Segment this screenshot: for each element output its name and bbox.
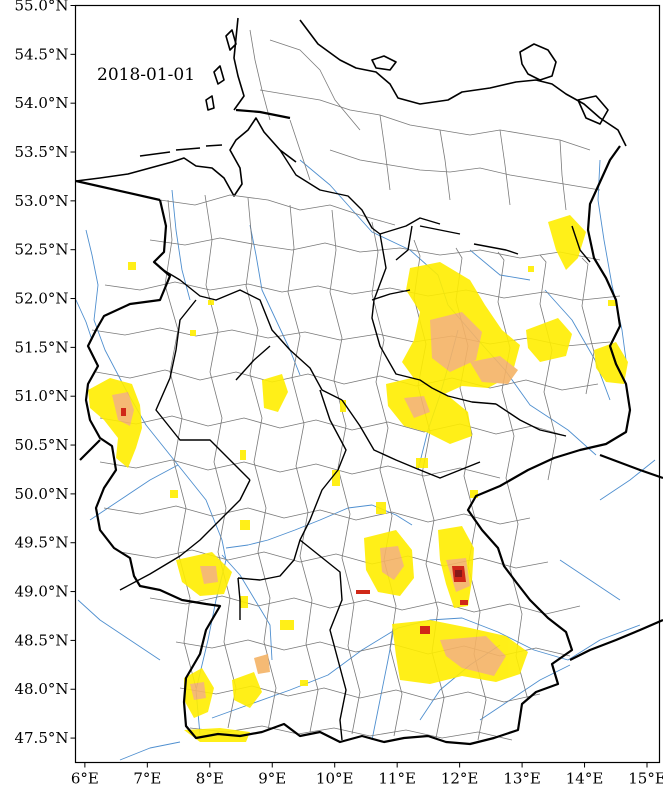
east-frisian-islands: [139, 144, 223, 157]
longitude-ticks: 6°E 7°E 8°E 9°E 10°E 11°E 12°E 13°E 14°E 15°E: [71, 762, 663, 788]
hotspot-landshut-high: [420, 626, 430, 634]
hotspot-leipzig-mid: [470, 356, 518, 384]
river-main: [225, 504, 413, 549]
lat-tick-label: 52.5°N: [14, 241, 68, 259]
hotspot-upper-palatinate-very-high: [455, 570, 462, 577]
state-borders: [119, 149, 591, 741]
river-neckar: [221, 554, 273, 661]
lat-tick-label: 47.5°N: [14, 729, 68, 747]
hotspot-ingolstadt-high: [356, 590, 370, 594]
hotspot-magdeburg-mid: [430, 312, 482, 372]
lat-tick-label: 55.0°N: [14, 0, 68, 15]
lon-tick-label: 11°E: [378, 770, 416, 788]
lat-tick-label: 49.5°N: [14, 534, 68, 552]
date-label: 2018-01-01: [97, 65, 195, 85]
river-lower-rhine-west: [75, 299, 93, 341]
hotspot-thuringia-mid: [404, 396, 430, 418]
lat-tick-label: 53.5°N: [14, 143, 68, 161]
lon-tick-label: 6°E: [71, 770, 99, 788]
hotspot-karlsruhe-mid: [200, 566, 218, 584]
hotspot-cottbus-low: [526, 318, 572, 362]
north-frisian-island-2: [213, 65, 225, 85]
lon-tick-label: 9°E: [258, 770, 286, 788]
lon-tick-label: 14°E: [566, 770, 604, 788]
lon-tick-label: 10°E: [316, 770, 354, 788]
north-frisian-island-1: [225, 29, 237, 51]
district-boundaries: [91, 29, 621, 741]
river-moselle: [89, 464, 179, 521]
river-havel: [469, 249, 531, 281]
river-swiss-1: [119, 741, 181, 761]
ruegen-island: [519, 43, 557, 81]
lat-tick-label: 51.0°N: [14, 387, 68, 405]
lon-tick-label: 8°E: [196, 770, 224, 788]
river-czech-2: [559, 559, 621, 601]
hotspot-schwandorf-high: [460, 600, 468, 605]
lat-tick-label: 51.5°N: [14, 338, 68, 356]
usedom-island: [577, 95, 609, 125]
lat-tick-label: 48.5°N: [14, 631, 68, 649]
hotspot-brandenburg-low: [548, 215, 586, 270]
fehmarn-island: [371, 55, 397, 71]
axes-frame: [74, 4, 661, 764]
concentration-overlay: [88, 215, 628, 742]
lat-tick-label: 48.0°N: [14, 680, 68, 698]
lat-tick-label: 54.5°N: [14, 45, 68, 63]
hotspot-freiburg-mid: [190, 682, 206, 700]
river-weser: [249, 224, 301, 376]
lat-tick-label: 52.0°N: [14, 290, 68, 308]
hotspot-cologne-high: [121, 408, 126, 416]
hotspot-cologne-low: [88, 378, 142, 468]
lat-tick-label: 50.5°N: [14, 436, 68, 454]
lon-tick-label: 15°E: [628, 770, 663, 788]
schleswig-coast: [233, 17, 245, 111]
river-czech-1: [599, 459, 656, 501]
coastline: [75, 17, 627, 197]
latitude-ticks: 55.0°N 54.5°N 54.0°N 53.5°N 53.0°N 52.5°N 52.0…: [14, 0, 76, 747]
north-sea-coast: [75, 117, 297, 197]
lon-tick-label: 7°E: [133, 770, 161, 788]
hotspot-nuremberg-mid: [380, 546, 404, 580]
river-france-1: [77, 599, 161, 661]
baltic-coast: [299, 19, 627, 147]
hotspot-lusatia-low: [594, 342, 628, 384]
hotspot-kassel-low: [262, 374, 288, 412]
lon-tick-label: 13°E: [503, 770, 541, 788]
north-frisian-island-3: [205, 95, 215, 111]
lat-tick-label: 53.0°N: [14, 192, 68, 210]
lat-tick-label: 49.0°N: [14, 583, 68, 601]
river-oder: [597, 159, 627, 361]
lat-tick-label: 50.0°N: [14, 485, 68, 503]
national-border: [75, 108, 663, 746]
hotspot-upper-swabia-mid: [254, 654, 270, 674]
lon-tick-label: 12°E: [441, 770, 479, 788]
hotspot-bavaria-mid: [440, 636, 506, 676]
hotspot-upper-swabia-low: [232, 672, 262, 708]
lat-tick-label: 54.0°N: [14, 94, 68, 112]
river-spree: [544, 289, 611, 401]
